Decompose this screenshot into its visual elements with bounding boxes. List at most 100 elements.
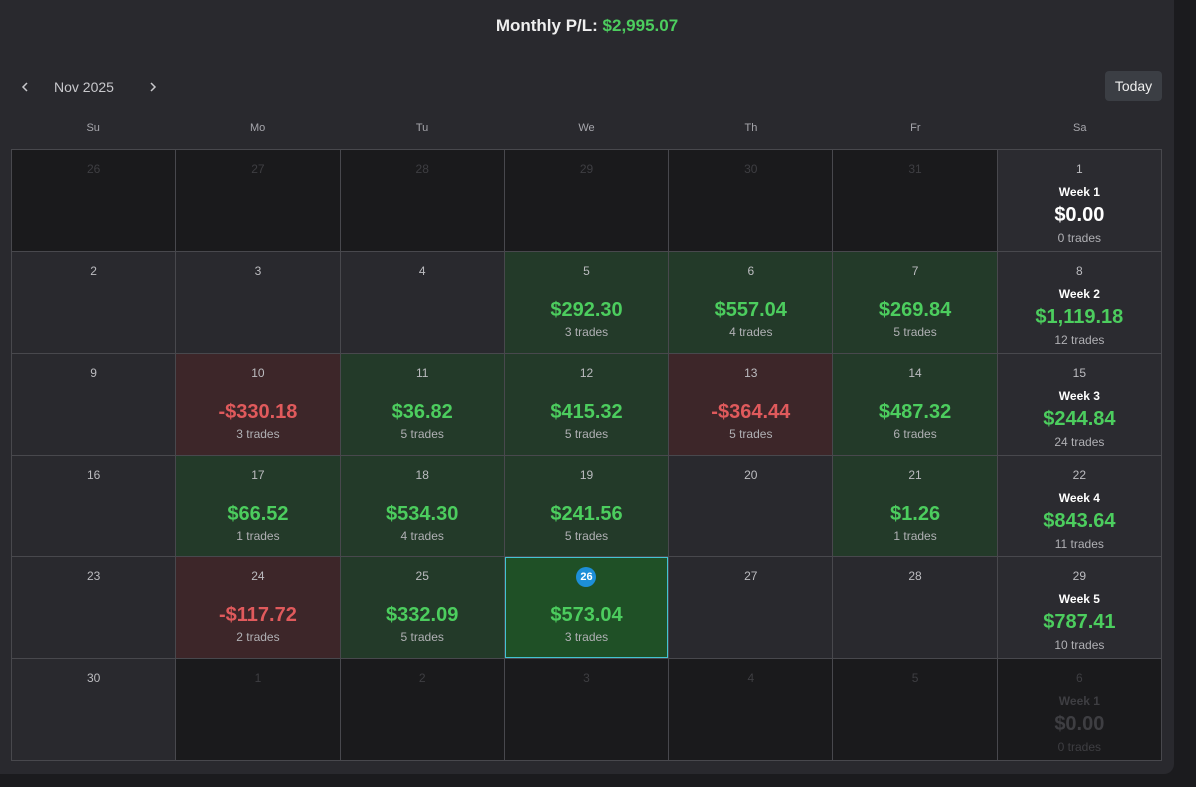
calendar-day-cell[interactable]: 30 [669,150,833,251]
dow-label: Mo [249,122,266,134]
calendar-day-cell[interactable]: 3 [176,251,340,353]
calendar-day-cell[interactable]: 2 [12,251,176,353]
day-number: 4 [747,671,755,686]
week-pl-amount: $244.84 [1043,407,1116,430]
calendar-day-cell[interactable]: 10 -$330.18 3 trades [176,353,340,455]
calendar-day-cell[interactable]: 28 [340,150,504,251]
calendar-day-cell[interactable]: 31 [833,150,997,251]
day-number: 15 [1072,365,1087,380]
day-number: 12 [579,365,594,380]
calendar-day-cell[interactable]: 24 -$117.72 2 trades [176,557,340,659]
day-trade-count: 5 trades [400,426,444,441]
day-number: 19 [579,467,594,482]
week-summary-cell[interactable]: 1 Week 1 $0.00 0 trades [997,150,1161,251]
week-pl-amount: $0.00 [1054,204,1105,226]
day-trade-count: 5 trades [564,426,609,441]
calendar-day-cell[interactable]: 7 $269.84 5 trades [833,251,997,353]
calendar-day-cell[interactable]: 23 [12,557,176,659]
week-pl-amount: $787.41 [1043,611,1116,634]
day-number: 2 [90,263,97,278]
day-pl-amount: $36.82 [391,400,453,423]
day-trade-count: 2 trades [236,630,280,645]
week-summary-cell[interactable]: 29 Week 5 $787.41 10 trades [997,557,1161,659]
day-number: 3 [583,671,590,686]
chevron-left-icon [21,82,28,92]
week-summary-cell[interactable]: 8 Week 2 $1,119.18 12 trades [997,251,1161,353]
current-month-label: Nov 2025 [54,79,114,95]
day-pl-amount: $292.30 [550,298,623,321]
day-number: 25 [415,569,429,584]
day-of-week-header: Su Mo Tu We Th Fr Sa [11,122,1162,134]
calendar-day-cell[interactable]: 14 $487.32 6 trades [833,353,997,455]
day-number: 4 [418,263,426,278]
day-number: 27 [744,569,758,584]
day-number: 28 [415,162,429,176]
prev-month-button[interactable] [10,72,40,102]
calendar-day-cell[interactable]: 11 $36.82 5 trades [340,353,504,455]
day-trade-count: 4 trades [729,324,773,339]
week-summary-cell[interactable]: 6 Week 1 $0.00 0 trades [997,659,1161,760]
week-label: Week 5 [1058,592,1100,607]
week-pl-amount: $0.00 [1054,713,1105,736]
day-number: 10 [251,365,265,380]
calendar-day-cell[interactable]: 30 [12,659,176,760]
day-pl-amount: $269.84 [878,298,952,321]
day-number: 17 [251,467,265,482]
day-trade-count: 3 trades [236,426,280,441]
day-trade-count: 6 trades [893,426,937,441]
calendar-day-cell[interactable]: 5 [833,659,997,760]
day-number: 14 [908,365,922,380]
week-label: Week 1 [1058,185,1100,199]
calendar-day-cell[interactable]: 9 [12,353,176,455]
day-pl-amount: $415.32 [550,400,623,423]
day-number: 22 [1072,467,1087,482]
calendar-day-cell[interactable]: 5 $292.30 3 trades [504,251,669,353]
day-pl-amount: $534.30 [386,502,459,525]
calendar-day-cell[interactable]: 16 [12,455,176,557]
day-number: 27 [251,162,265,176]
calendar-day-cell[interactable]: 2 [340,659,504,760]
calendar-day-cell[interactable]: 12 $415.32 5 trades [504,353,669,455]
day-trade-count: 3 trades [564,630,609,645]
today-button[interactable]: Today [1105,71,1162,101]
day-number: 21 [908,467,922,482]
monthly-pl-header: Monthly P/L: $2,995.07 [0,16,1174,36]
calendar-day-cell[interactable]: 26 [12,150,176,251]
calendar-day-cell[interactable]: 6 $557.04 4 trades [669,251,833,353]
week-trade-count: 12 trades [1054,332,1105,347]
day-number: 1 [1076,162,1083,176]
week-label: Week 4 [1058,490,1100,505]
calendar-day-cell[interactable]: 21 $1.26 1 trades [833,455,997,557]
calendar-day-cell[interactable]: 20 [669,455,833,557]
day-number: 23 [86,569,101,584]
calendar-day-cell[interactable]: 4 [669,659,833,760]
week-trade-count: 0 trades [1057,231,1102,245]
week-summary-cell[interactable]: 15 Week 3 $244.84 24 trades [997,353,1161,455]
day-number: 20 [744,467,758,482]
next-month-button[interactable] [138,72,168,102]
calendar-day-cell[interactable]: 17 $66.52 1 trades [176,455,340,557]
dow-label: Fr [910,122,921,134]
calendar-day-cell[interactable]: 28 [833,557,997,659]
day-number: 1 [254,671,262,686]
calendar-day-cell[interactable]: 26 $573.04 3 trades [504,557,669,659]
calendar-day-cell[interactable]: 3 [504,659,669,760]
calendar-day-cell[interactable]: 29 [504,150,669,251]
calendar-day-cell[interactable]: 25 $332.09 5 trades [340,557,504,659]
calendar-day-cell[interactable]: 4 [340,251,504,353]
calendar-day-cell[interactable]: 27 [176,150,340,251]
day-trade-count: 1 trades [236,528,280,543]
day-number: 13 [744,365,758,380]
calendar-day-cell[interactable]: 19 $241.56 5 trades [504,455,669,557]
week-summary-cell[interactable]: 22 Week 4 $843.64 11 trades [997,455,1161,557]
dow-label: Tu [415,122,429,134]
week-trade-count: 0 trades [1057,740,1102,755]
week-trade-count: 10 trades [1054,638,1105,653]
calendar-day-cell[interactable]: 27 [669,557,833,659]
day-pl-amount: -$330.18 [218,400,298,423]
calendar-day-cell[interactable]: 13 -$364.44 5 trades [669,353,833,455]
calendar-day-cell[interactable]: 1 [176,659,340,760]
calendar-day-cell[interactable]: 18 $534.30 4 trades [340,455,504,557]
day-number: 11 [415,365,429,380]
day-trade-count: 5 trades [729,426,773,441]
